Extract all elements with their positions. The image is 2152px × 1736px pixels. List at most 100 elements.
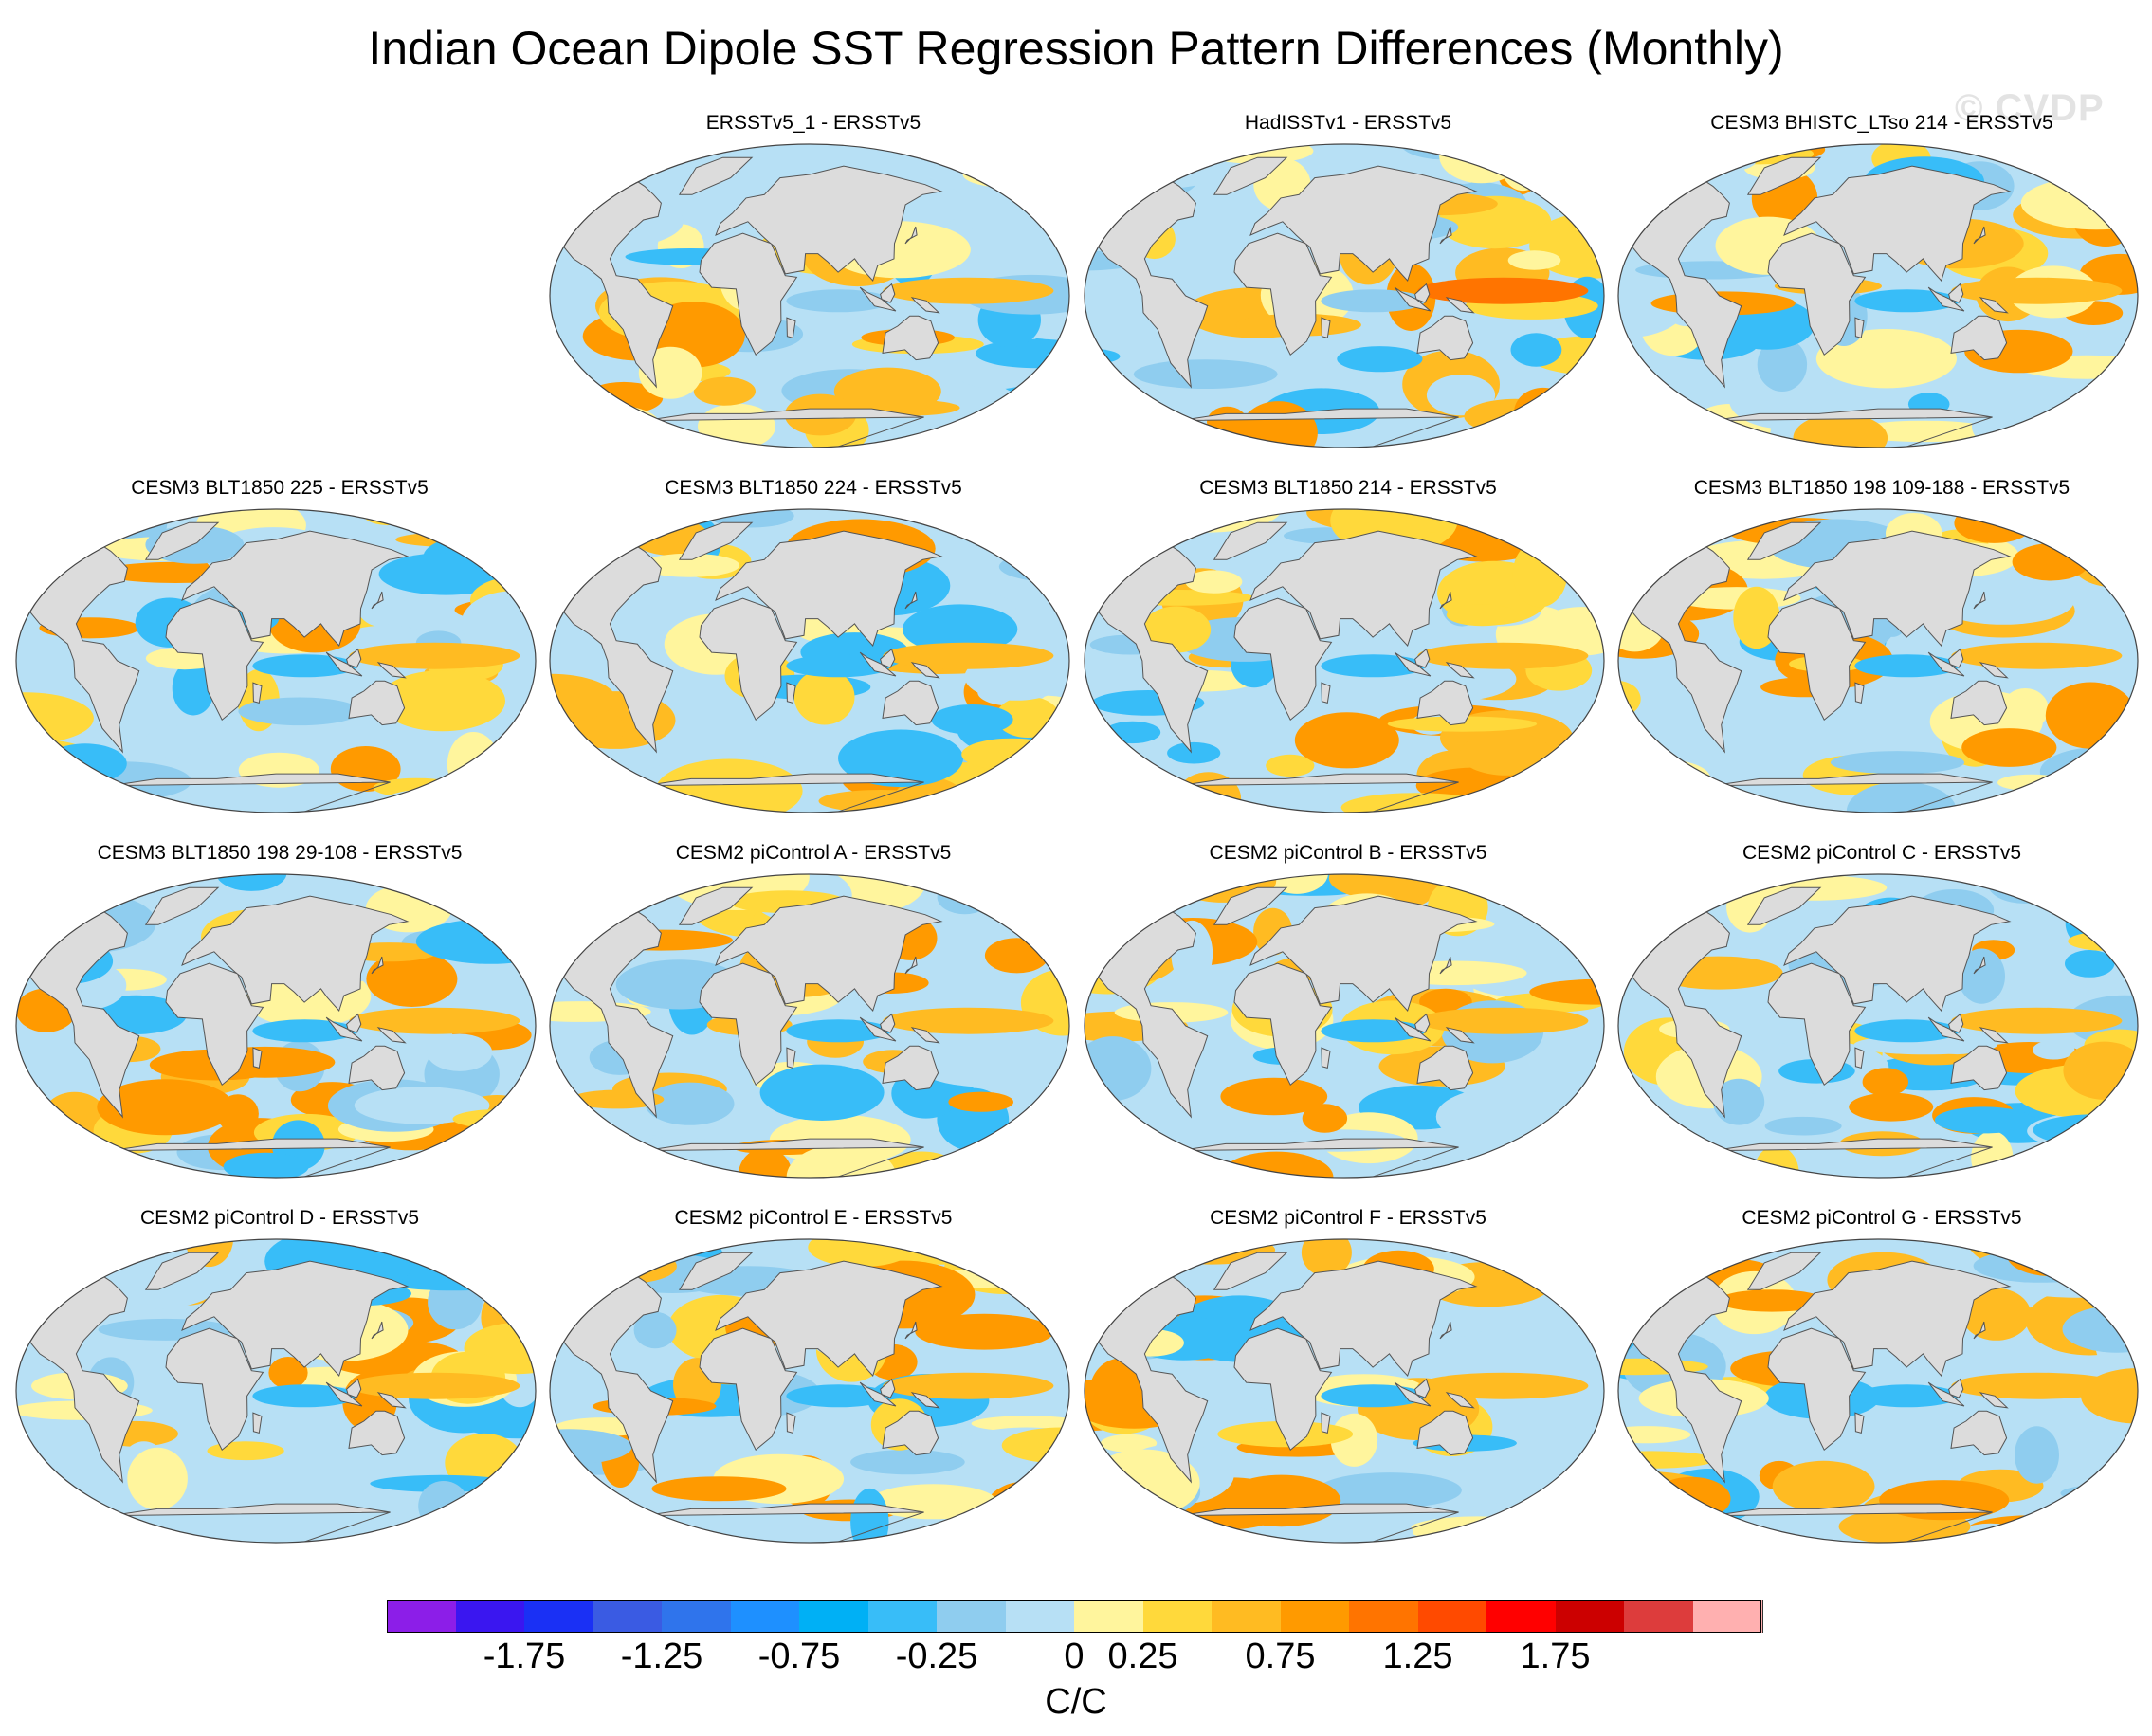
land-mass [1979,296,2009,314]
land-mass [678,886,754,925]
anomaly-patch [550,1429,632,1465]
land-mass [1439,591,1452,610]
map-outline [1617,1238,2139,1544]
anomaly-patch [566,745,667,772]
anomaly-patch [1618,144,1715,186]
land-mass [376,1026,407,1044]
anomaly-patch [1973,1249,2108,1283]
cvdp-watermark: © CVDP [1955,87,2105,129]
anomaly-patch [373,777,461,798]
pacific-equatorial-anomaly [883,1372,1054,1399]
map-panel: CESM3 BLT1850 198 109-188 - ERSSTv5 [1616,477,2147,818]
land-mass [1439,1321,1452,1340]
land-mass [880,283,896,303]
sst-map [549,508,1070,813]
sst-map [15,873,537,1179]
anomaly-patch [354,1087,490,1124]
anomaly-patch [1446,604,1519,627]
land-mass [1746,886,1822,925]
land-mass [1927,651,1965,677]
anomaly-patch [2012,543,2089,581]
anomaly-patch [1534,607,1604,656]
panel-title: HadISSTv1 - ERSSTv5 [1244,112,1452,134]
anomaly-patch [496,1270,536,1288]
land-mass [181,530,410,647]
land-mass [561,907,674,1119]
land-mass [1854,317,1865,339]
land-mass [1927,1016,1965,1042]
colorbar-tick-label: 1.75 [1520,1636,1591,1676]
land-mass [1096,907,1209,1119]
map-outline [1617,143,2139,448]
pacific-equatorial-anomaly [349,1007,520,1034]
land-mass [1950,315,2008,361]
colorbar-swatch [1555,1600,1626,1633]
anomaly-patch [494,771,536,791]
anomaly-patch [2068,931,2138,951]
anomaly-patch [1793,413,1888,448]
anomaly-patch [900,1164,1019,1178]
anomaly-patch [1830,751,1965,775]
anomaly-patch [748,706,869,766]
land-mass [904,1321,918,1340]
land-mass [1179,1503,1459,1543]
colorbar-swatch [455,1600,526,1633]
panel-title: CESM3 BLT1850 224 - ERSSTv5 [665,477,962,499]
land-mass [1746,1252,1822,1290]
land-mass [181,895,410,1012]
anomaly-patch [962,160,1059,189]
anomaly-patch [366,951,458,1007]
indian-ocean-equatorial-anomaly [252,654,357,678]
anomaly-patch [1573,1239,1604,1253]
colorbar-swatch [867,1600,939,1633]
land-mass [1179,1138,1459,1178]
land-mass [904,591,918,610]
map-outline [549,873,1070,1179]
anomaly-patch [1302,1104,1348,1133]
panel-title: CESM3 BLT1850 198 109-188 - ERSSTv5 [1693,477,2070,499]
map-panel: CESM2 piControl D - ERSSTv5 [14,1207,545,1548]
land-mass [1979,661,2009,679]
map-panel: CESM3 BLT1850 224 - ERSSTv5 [548,477,1079,818]
anomaly-patch [1618,1243,1679,1297]
land-mass [1321,682,1331,704]
indian-ocean-equatorial-anomaly [786,289,891,313]
land-mass [1713,773,1993,813]
anomaly-patch [550,1257,613,1289]
panel-title: CESM2 piControl A - ERSSTv5 [675,842,952,864]
anomaly-patch [759,1064,885,1121]
land-mass [1713,1138,1993,1178]
land-mass [910,296,940,314]
land-mass [1746,156,1822,195]
colorbar-units: C/C [1045,1682,1107,1722]
land-mass [144,521,220,560]
map-outline [15,508,537,813]
anomaly-patch [40,1511,82,1543]
land-mass [1233,597,1333,721]
anomaly-patch [550,894,649,914]
anomaly-patch [1018,1244,1069,1271]
land-mass [252,1412,263,1434]
pacific-equatorial-anomaly [883,642,1054,669]
colorbar-swatch [1280,1600,1351,1633]
anomaly-patch [1222,1474,1341,1527]
anomaly-patch [1849,1092,1934,1122]
map-panel: CESM3 BLT1850 225 - ERSSTv5 [14,477,545,818]
land-mass [880,648,896,668]
map-panel: ERSSTv5_1 - ERSSTv5 [548,112,1079,453]
land-mass [1416,680,1474,726]
indian-ocean-equatorial-anomaly [252,1019,357,1043]
land-mass [1439,226,1452,245]
land-mass [1854,682,1865,704]
anomaly-patch [959,874,1049,902]
panel-title: CESM3 BHISTC_LTso 214 - ERSSTv5 [1710,112,2053,134]
figure-title: Indian Ocean Dipole SST Regression Patte… [368,22,1784,75]
land-mass [1767,962,1867,1086]
land-mass [111,1503,391,1543]
anomaly-patch [869,1484,997,1520]
anomaly-patch [1408,1516,1546,1543]
anomaly-patch [640,553,740,577]
land-mass [1927,286,1965,312]
land-mass [1445,1026,1475,1044]
anomaly-patch [1618,784,1717,807]
